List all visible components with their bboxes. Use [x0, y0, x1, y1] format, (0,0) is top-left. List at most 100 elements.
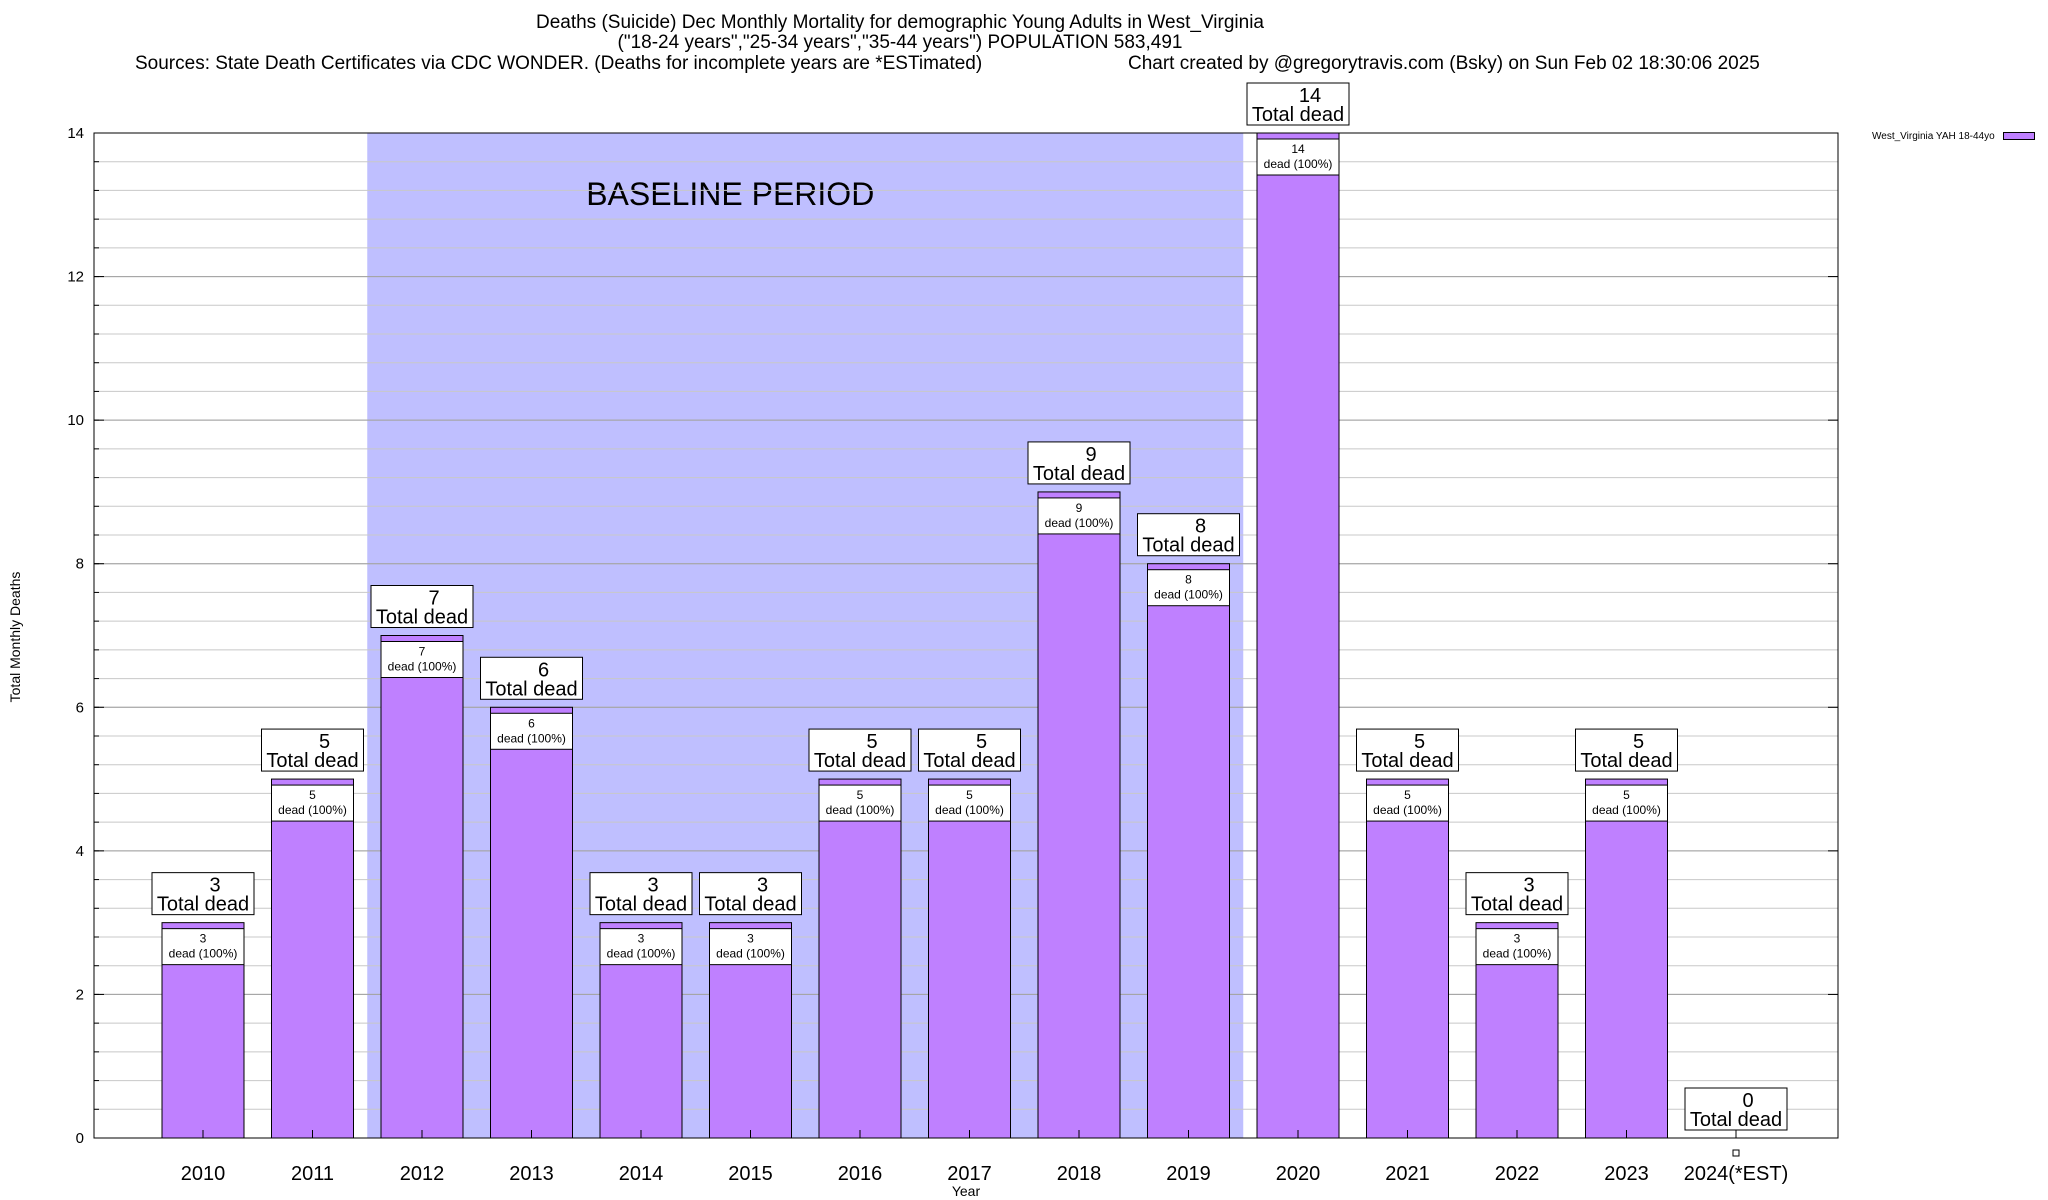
axis-layer: 0 2 4 6 8 10 12 14 2010 2011 2012 2013 2014 2015 2016 2…	[67, 125, 1839, 1185]
inner-percent-label: dead (100%)	[1264, 157, 1333, 171]
bar	[1037, 491, 1121, 1139]
total-caption-label: Total dead	[1361, 750, 1453, 772]
inner-label-box	[1585, 784, 1668, 822]
inner-value-label: 5	[966, 788, 973, 802]
total-value-label: 9	[1085, 444, 1096, 466]
total-caption-label: Total dead	[1252, 104, 1344, 126]
total-value-label: 5	[866, 731, 877, 753]
inner-percent-label: dead (100%)	[497, 731, 566, 745]
total-caption-label: Total dead	[1033, 463, 1125, 485]
total-caption-label: Total dead	[1580, 750, 1672, 772]
total-caption-label: Total dead	[1142, 535, 1234, 557]
total-caption-label: Total dead	[704, 894, 796, 916]
inner-label-box	[380, 641, 464, 678]
x-tick-label: 2014	[619, 1163, 664, 1185]
total-value-label: 5	[976, 731, 987, 753]
inner-value-label: 3	[200, 932, 207, 946]
x-tick-label: 2024(*EST)	[1684, 1163, 1789, 1185]
total-label-box	[589, 872, 693, 916]
inner-value-label: 3	[1514, 932, 1521, 946]
y-tick-label: 0	[76, 1130, 84, 1147]
plot-frame	[93, 132, 1839, 1139]
inner-percent-label: dead (100%)	[1483, 947, 1552, 961]
total-caption-label: Total dead	[376, 607, 468, 629]
total-label-box	[699, 872, 802, 916]
bar	[380, 635, 464, 1139]
bar	[1147, 563, 1230, 1139]
total-value-label: 14	[1299, 85, 1321, 107]
legend-swatch	[2002, 132, 2035, 141]
inner-label-box	[1256, 138, 1340, 176]
inner-percent-label: dead (100%)	[935, 803, 1004, 817]
baseline-label: BASELINE PERIOD	[586, 176, 874, 212]
inner-value-label: 5	[1623, 788, 1630, 802]
y-axis-label: Total Monthly Deaths	[7, 572, 23, 703]
x-tick-label: 2021	[1385, 1163, 1430, 1185]
x-tick-label: 2020	[1276, 1163, 1321, 1185]
total-caption-label: Total dead	[595, 894, 687, 916]
inner-label-box	[271, 784, 354, 822]
y-tick-label: 2	[76, 986, 84, 1003]
inner-value-label: 3	[638, 932, 645, 946]
bar	[1256, 132, 1340, 1139]
y-tick-label: 12	[67, 269, 84, 286]
total-label-box	[370, 585, 474, 628]
total-label-box	[1137, 513, 1240, 557]
x-tick-label: 2017	[947, 1163, 992, 1185]
total-label-box	[918, 728, 1021, 772]
inner-label-box	[1475, 928, 1559, 966]
inner-value-label: 3	[747, 932, 754, 946]
total-label-box	[1684, 1087, 1788, 1131]
inner-label-box	[1366, 784, 1449, 822]
x-tick-label: 2019	[1166, 1163, 1211, 1185]
total-label-box	[261, 728, 364, 772]
bar	[1366, 778, 1449, 1139]
bar	[1585, 778, 1668, 1139]
y-tick-label: 8	[76, 556, 84, 573]
legend-label: West_Virginia YAH 18-44yo	[1872, 131, 1995, 142]
inner-percent-label: dead (100%)	[607, 947, 676, 961]
inner-percent-label: dead (100%)	[1154, 588, 1223, 602]
total-caption-label: Total dead	[1471, 894, 1563, 916]
inner-label-box	[1147, 569, 1230, 607]
legend: West_Virginia YAH 18-44yo	[1872, 131, 2035, 142]
inner-percent-label: dead (100%)	[1592, 803, 1661, 817]
inner-label-box	[818, 784, 902, 822]
chart-credit: Chart created by @gregorytravis.com (Bsk…	[1128, 53, 1760, 74]
total-caption-label: Total dead	[485, 678, 577, 700]
inner-percent-label: dead (100%)	[1373, 803, 1442, 817]
y-tick-label: 14	[67, 125, 84, 142]
x-tick-label: 2018	[1057, 1163, 1102, 1185]
total-label-box	[151, 872, 255, 916]
chart-title: Deaths (Suicide) Dec Monthly Mortality f…	[535, 12, 1264, 33]
total-label-box	[1246, 82, 1350, 126]
x-tick-label: 2012	[400, 1163, 445, 1185]
x-tick-label: 2015	[728, 1163, 773, 1185]
inner-percent-label: dead (100%)	[388, 660, 457, 674]
total-value-label: 3	[209, 875, 220, 897]
total-caption-label: Total dead	[157, 894, 249, 916]
x-tick-label: 2013	[509, 1163, 554, 1185]
y-tick-label: 10	[67, 412, 84, 429]
inner-label-box	[1037, 497, 1121, 535]
inner-value-label: 7	[419, 645, 426, 659]
inner-value-label: 6	[528, 716, 535, 730]
total-caption-label: Total dead	[266, 750, 358, 772]
inner-value-label: 5	[857, 788, 864, 802]
chart-sources: Sources: State Death Certificates via CD…	[135, 53, 983, 74]
total-label-box	[480, 656, 583, 700]
total-value-label: 3	[647, 875, 658, 897]
inner-percent-label: dead (100%)	[1045, 516, 1114, 530]
inner-label-box	[709, 928, 792, 966]
x-tick-label: 2011	[291, 1163, 334, 1185]
inner-label-box	[599, 928, 683, 966]
x-tick-label: 2022	[1495, 1163, 1540, 1185]
x-tick-label: 2023	[1604, 1163, 1649, 1185]
total-value-label: 5	[1414, 731, 1425, 753]
bar	[490, 706, 573, 1139]
inner-percent-label: dead (100%)	[169, 947, 238, 961]
total-value-label: 5	[319, 731, 330, 753]
zero-marker	[1732, 1149, 1740, 1157]
